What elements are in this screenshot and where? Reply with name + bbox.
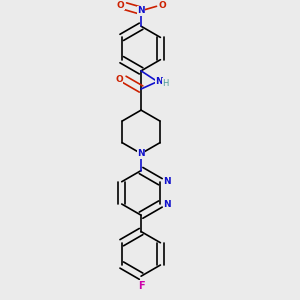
Text: F: F	[138, 281, 144, 291]
Text: N: N	[137, 6, 145, 15]
Text: N: N	[163, 200, 171, 209]
Text: O: O	[116, 1, 124, 10]
Text: O: O	[158, 1, 166, 10]
Text: N: N	[163, 177, 171, 186]
Text: O: O	[115, 75, 123, 84]
Text: H: H	[163, 79, 169, 88]
Text: N: N	[155, 77, 163, 86]
Text: N: N	[137, 149, 145, 158]
